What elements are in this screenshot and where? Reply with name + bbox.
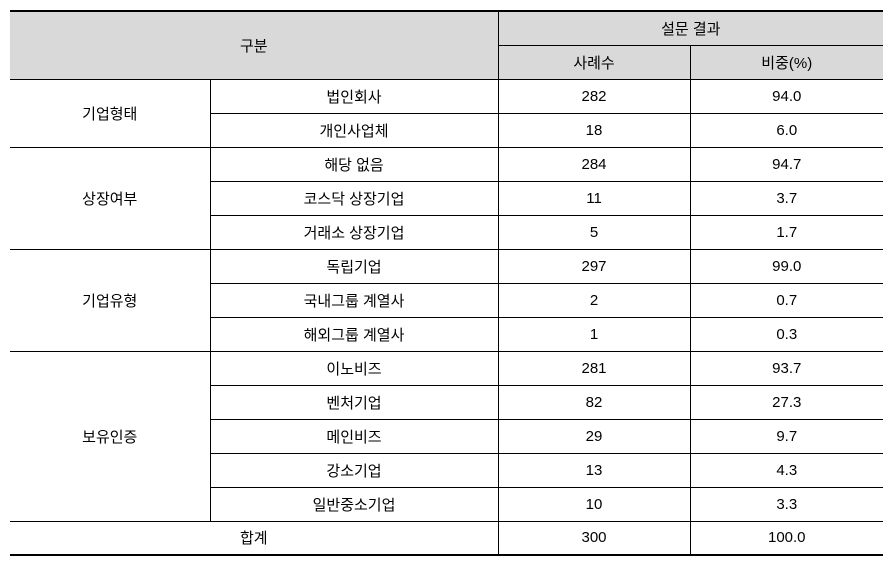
row-label-cell: 해당 없음 <box>210 147 498 181</box>
total-label-cell: 합계 <box>10 521 498 555</box>
table-row: 상장여부해당 없음28494.7 <box>10 147 883 181</box>
row-label-cell: 법인회사 <box>210 79 498 113</box>
total-count-cell: 300 <box>498 521 690 555</box>
table-header: 구분 설문 결과 사례수 비중(%) <box>10 11 883 79</box>
row-percent-cell: 94.0 <box>690 79 883 113</box>
row-percent-cell: 0.7 <box>690 283 883 317</box>
row-count-cell: 284 <box>498 147 690 181</box>
row-percent-cell: 1.7 <box>690 215 883 249</box>
row-percent-cell: 93.7 <box>690 351 883 385</box>
group-name-cell: 보유인증 <box>10 351 210 521</box>
row-percent-cell: 9.7 <box>690 419 883 453</box>
row-percent-cell: 3.7 <box>690 181 883 215</box>
row-count-cell: 10 <box>498 487 690 521</box>
row-percent-cell: 94.7 <box>690 147 883 181</box>
row-count-cell: 11 <box>498 181 690 215</box>
row-count-cell: 82 <box>498 385 690 419</box>
row-label-cell: 메인비즈 <box>210 419 498 453</box>
header-category: 구분 <box>10 11 498 79</box>
row-label-cell: 일반중소기업 <box>210 487 498 521</box>
row-label-cell: 이노비즈 <box>210 351 498 385</box>
header-results: 설문 결과 <box>498 11 883 45</box>
header-percent: 비중(%) <box>690 45 883 79</box>
row-label-cell: 개인사업체 <box>210 113 498 147</box>
table-row: 기업유형독립기업29799.0 <box>10 249 883 283</box>
group-name-cell: 기업유형 <box>10 249 210 351</box>
row-label-cell: 강소기업 <box>210 453 498 487</box>
row-label-cell: 국내그룹 계열사 <box>210 283 498 317</box>
row-count-cell: 5 <box>498 215 690 249</box>
total-percent-cell: 100.0 <box>690 521 883 555</box>
row-count-cell: 1 <box>498 317 690 351</box>
row-label-cell: 코스닥 상장기업 <box>210 181 498 215</box>
row-count-cell: 282 <box>498 79 690 113</box>
row-count-cell: 29 <box>498 419 690 453</box>
row-percent-cell: 0.3 <box>690 317 883 351</box>
row-percent-cell: 99.0 <box>690 249 883 283</box>
row-label-cell: 해외그룹 계열사 <box>210 317 498 351</box>
header-count: 사례수 <box>498 45 690 79</box>
row-percent-cell: 3.3 <box>690 487 883 521</box>
table-row: 보유인증이노비즈28193.7 <box>10 351 883 385</box>
row-percent-cell: 6.0 <box>690 113 883 147</box>
group-name-cell: 상장여부 <box>10 147 210 249</box>
total-row: 합계300100.0 <box>10 521 883 555</box>
row-count-cell: 2 <box>498 283 690 317</box>
table-row: 기업형태법인회사28294.0 <box>10 79 883 113</box>
row-count-cell: 18 <box>498 113 690 147</box>
group-name-cell: 기업형태 <box>10 79 210 147</box>
row-count-cell: 297 <box>498 249 690 283</box>
row-count-cell: 13 <box>498 453 690 487</box>
row-count-cell: 281 <box>498 351 690 385</box>
row-percent-cell: 27.3 <box>690 385 883 419</box>
table-body: 기업형태법인회사28294.0개인사업체186.0상장여부해당 없음28494.… <box>10 79 883 555</box>
row-percent-cell: 4.3 <box>690 453 883 487</box>
row-label-cell: 거래소 상장기업 <box>210 215 498 249</box>
survey-results-table: 구분 설문 결과 사례수 비중(%) 기업형태법인회사28294.0개인사업체1… <box>10 10 883 556</box>
row-label-cell: 독립기업 <box>210 249 498 283</box>
row-label-cell: 벤처기업 <box>210 385 498 419</box>
